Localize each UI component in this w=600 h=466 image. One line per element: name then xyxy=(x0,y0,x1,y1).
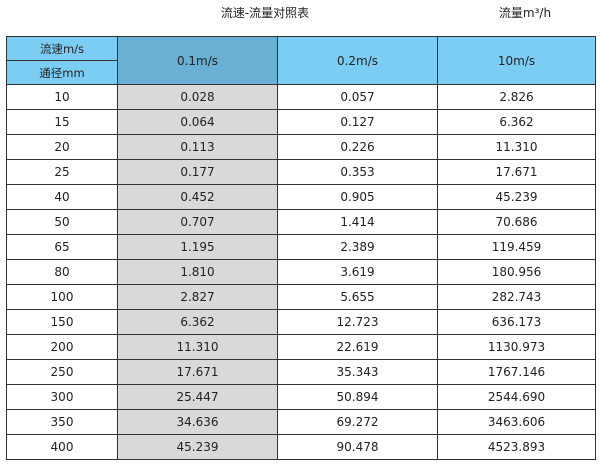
flow-cell: 35.343 xyxy=(277,359,438,385)
flow-cell: 12.723 xyxy=(277,309,438,335)
diameter-cell: 10 xyxy=(6,84,118,110)
flow-cell: 2.826 xyxy=(437,84,596,110)
diameter-cell: 80 xyxy=(6,259,118,285)
flow-cell: 34.636 xyxy=(117,409,278,435)
table-row: 150 6.362 12.723 636.173 xyxy=(6,309,596,335)
flow-cell: 0.064 xyxy=(117,109,278,135)
diameter-cell: 100 xyxy=(6,284,118,310)
flow-cell: 0.905 xyxy=(277,184,438,210)
flow-cell: 0.226 xyxy=(277,134,438,160)
flow-cell: 0.127 xyxy=(277,109,438,135)
flow-cell: 11.310 xyxy=(437,134,596,160)
diameter-cell: 50 xyxy=(6,209,118,235)
flow-cell: 90.478 xyxy=(277,434,438,460)
flow-cell: 1130.973 xyxy=(437,334,596,360)
flow-cell: 282.743 xyxy=(437,284,596,310)
flow-cell: 1767.146 xyxy=(437,359,596,385)
flow-cell: 17.671 xyxy=(437,159,596,185)
diameter-cell: 150 xyxy=(6,309,118,335)
flow-cell: 6.362 xyxy=(117,309,278,335)
table-row: 65 1.195 2.389 119.459 xyxy=(6,234,596,260)
flow-cell: 119.459 xyxy=(437,234,596,260)
flow-cell: 0.353 xyxy=(277,159,438,185)
table-row: 400 45.239 90.478 4523.893 xyxy=(6,434,596,460)
table-row: 80 1.810 3.619 180.956 xyxy=(6,259,596,285)
flow-cell: 0.452 xyxy=(117,184,278,210)
flow-cell: 3.619 xyxy=(277,259,438,285)
table-row: 40 0.452 0.905 45.239 xyxy=(6,184,596,210)
table-row: 100 2.827 5.655 282.743 xyxy=(6,284,596,310)
flow-cell: 0.707 xyxy=(117,209,278,235)
table-row: 15 0.064 0.127 6.362 xyxy=(6,109,596,135)
flow-cell: 22.619 xyxy=(277,334,438,360)
table-title: 流速-流量对照表 xyxy=(220,6,310,20)
table-row: 25 0.177 0.353 17.671 xyxy=(6,159,596,185)
flow-cell: 17.671 xyxy=(117,359,278,385)
flow-cell: 5.655 xyxy=(277,284,438,310)
diameter-cell: 25 xyxy=(6,159,118,185)
flow-cell: 2.389 xyxy=(277,234,438,260)
flow-cell: 6.362 xyxy=(437,109,596,135)
table-row: 200 11.310 22.619 1130.973 xyxy=(6,334,596,360)
column-header: 10m/s xyxy=(437,36,596,85)
diameter-cell: 20 xyxy=(6,134,118,160)
flow-cell: 2544.690 xyxy=(437,384,596,410)
table-row: 10 0.028 0.057 2.826 xyxy=(6,84,596,110)
flow-cell: 636.173 xyxy=(437,309,596,335)
flow-cell: 1.195 xyxy=(117,234,278,260)
flow-cell: 0.177 xyxy=(117,159,278,185)
flow-cell: 45.239 xyxy=(117,434,278,460)
table-row: 250 17.671 35.343 1767.146 xyxy=(6,359,596,385)
column-header: 0.2m/s xyxy=(277,36,438,85)
table-row: 20 0.113 0.226 11.310 xyxy=(6,134,596,160)
flow-table: 流速m/s 0.1m/s 0.2m/s 10m/s 通径mm 10 0.028 0.… xyxy=(6,36,596,460)
table-row: 50 0.707 1.414 70.686 xyxy=(6,209,596,235)
unit-label: 流量m³/h xyxy=(498,6,552,20)
diameter-cell: 65 xyxy=(6,234,118,260)
flow-cell: 0.057 xyxy=(277,84,438,110)
diameter-cell: 250 xyxy=(6,359,118,385)
velocity-header: 流速m/s xyxy=(6,36,118,61)
table-row: 350 34.636 69.272 3463.606 xyxy=(6,409,596,435)
diameter-cell: 15 xyxy=(6,109,118,135)
flow-cell: 70.686 xyxy=(437,209,596,235)
column-header: 0.1m/s xyxy=(117,36,278,85)
flow-cell: 45.239 xyxy=(437,184,596,210)
flow-cell: 180.956 xyxy=(437,259,596,285)
flow-cell: 1.414 xyxy=(277,209,438,235)
diameter-cell: 300 xyxy=(6,384,118,410)
diameter-cell: 400 xyxy=(6,434,118,460)
flow-cell: 25.447 xyxy=(117,384,278,410)
flow-cell: 4523.893 xyxy=(437,434,596,460)
flow-cell: 69.272 xyxy=(277,409,438,435)
flow-cell: 0.028 xyxy=(117,84,278,110)
diameter-cell: 350 xyxy=(6,409,118,435)
flow-cell: 1.810 xyxy=(117,259,278,285)
flow-cell: 2.827 xyxy=(117,284,278,310)
diameter-cell: 40 xyxy=(6,184,118,210)
flow-cell: 0.113 xyxy=(117,134,278,160)
flow-cell: 11.310 xyxy=(117,334,278,360)
table-row: 300 25.447 50.894 2544.690 xyxy=(6,384,596,410)
flow-cell: 3463.606 xyxy=(437,409,596,435)
flow-cell: 50.894 xyxy=(277,384,438,410)
diameter-cell: 200 xyxy=(6,334,118,360)
diameter-header: 通径mm xyxy=(6,60,118,85)
